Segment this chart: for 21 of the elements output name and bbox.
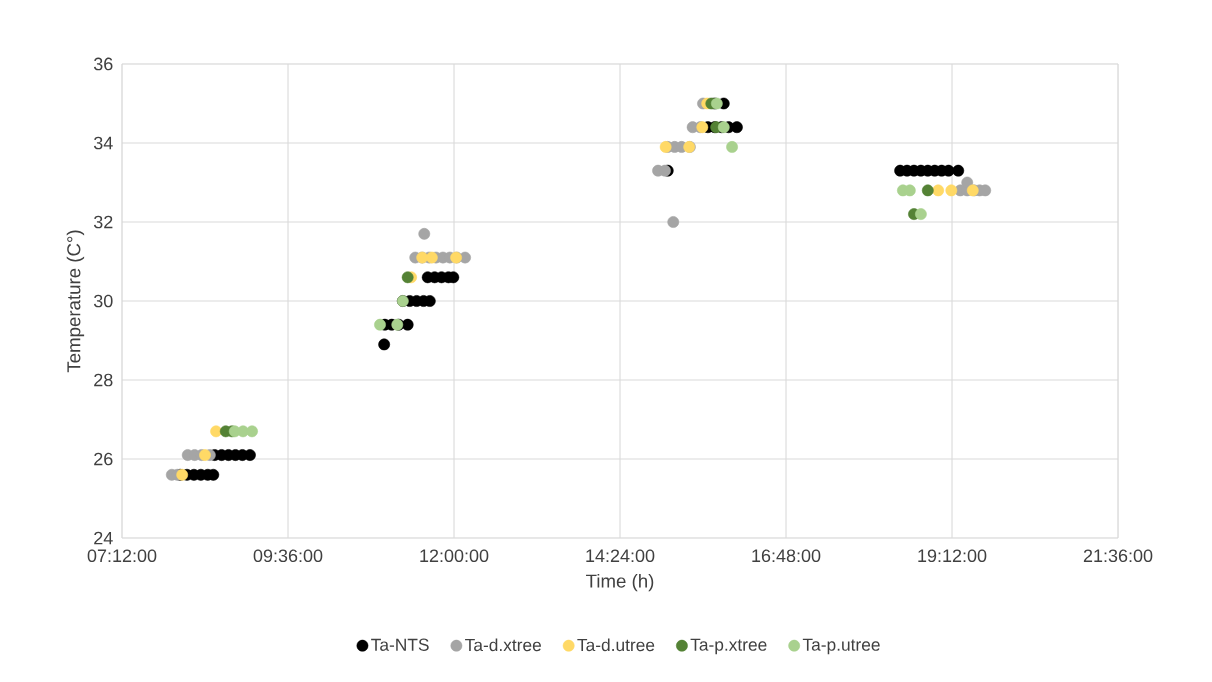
y-tick-label: 26 (94, 452, 113, 466)
x-tick-label: 21:36:00 (1083, 549, 1153, 563)
x-tick-label: 14:24:00 (586, 549, 655, 563)
y-tick-label: 36 (93, 57, 113, 71)
x-tick-label: 09:36:00 (253, 549, 323, 563)
x-tick-label: 16:48:00 (752, 549, 821, 563)
y-tick-label: 32 (93, 215, 113, 229)
x-axis-title: Time (h) (586, 573, 654, 592)
x-tick-label: 19:12:00 (918, 549, 987, 563)
legend-label: Ta-p.xtree (690, 638, 767, 655)
x-tick-label: 07:12:00 (87, 549, 157, 563)
y-tick-label: 30 (93, 294, 113, 308)
legend-label: Ta-p.utree (802, 638, 880, 655)
y-tick-label: 24 (94, 531, 113, 545)
y-tick-label: 34 (93, 136, 113, 150)
legend-label: Ta-d.xtree (465, 638, 541, 652)
y-tick-label: 28 (94, 373, 113, 387)
legend-label: Ta-d.utree (577, 638, 655, 652)
y-axis-title: Temperature (C°) (66, 230, 85, 373)
legend-label: Ta-NTS (371, 638, 429, 651)
x-tick-label: 12:00:00 (420, 549, 489, 563)
